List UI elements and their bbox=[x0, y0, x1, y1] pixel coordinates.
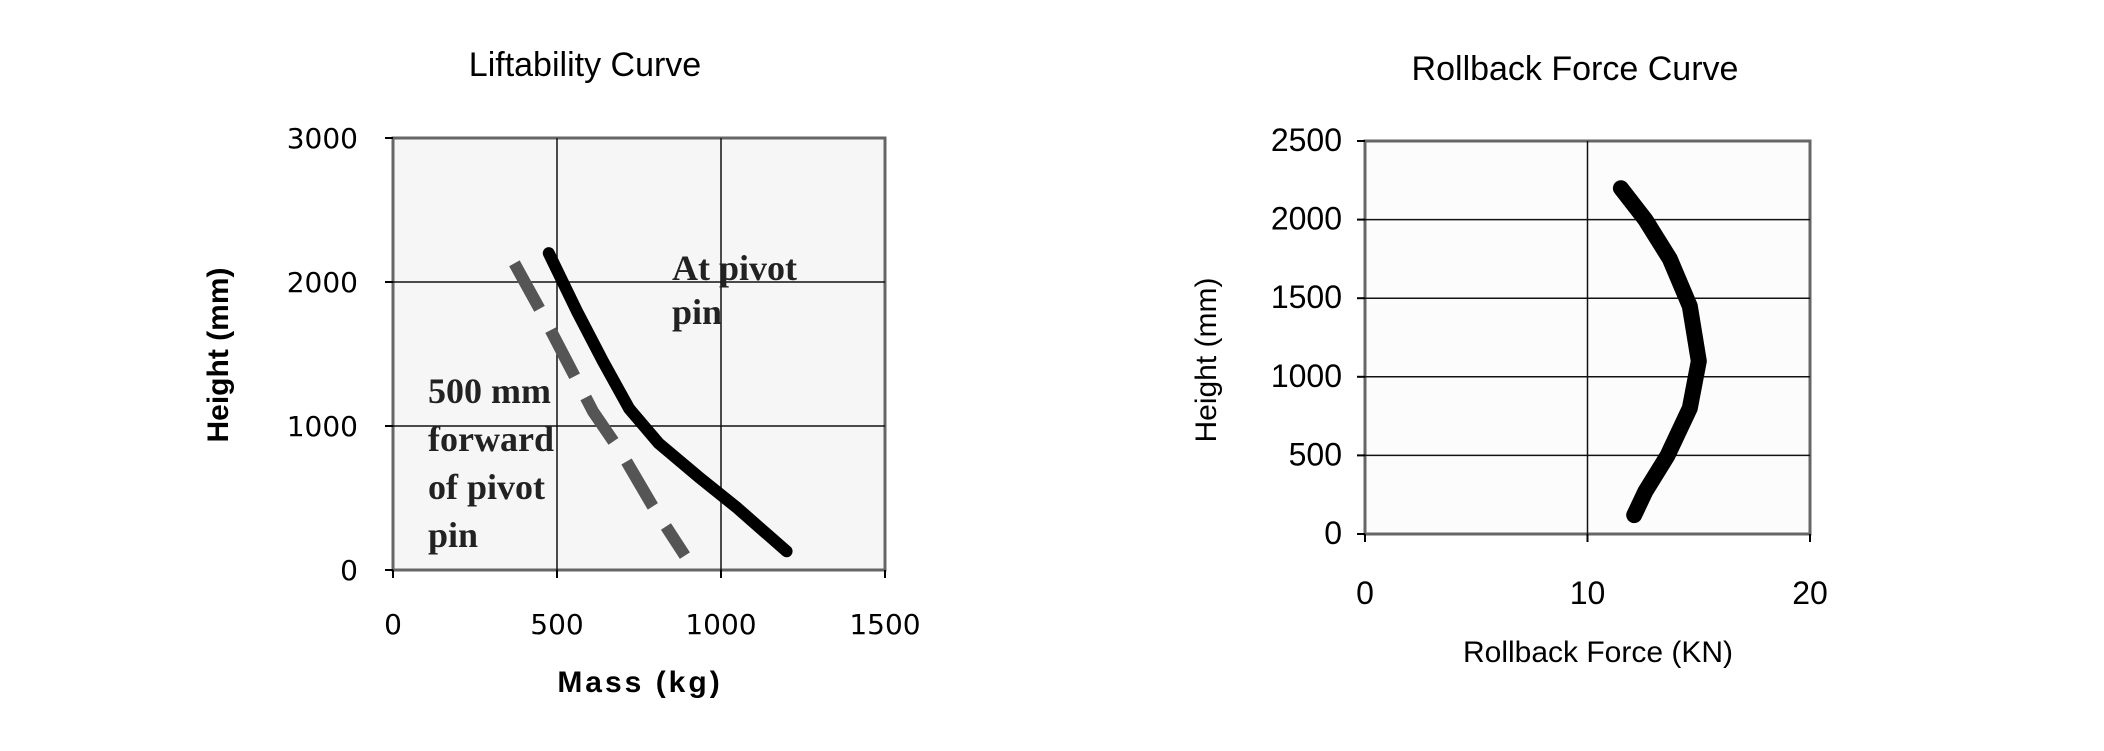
y-tick-label: 0 bbox=[1324, 515, 1342, 551]
annotation-label: pin bbox=[672, 292, 722, 332]
y-tick-label: 1500 bbox=[1271, 279, 1342, 315]
x-tick-label: 1000 bbox=[685, 608, 756, 641]
chart-1: 0 1000 2000 3000 0 500 1000 1500 Liftability Cur… bbox=[202, 46, 921, 699]
chart-title: Liftability Curve bbox=[469, 46, 701, 84]
annotation-label: of pivot bbox=[428, 467, 545, 507]
annotation-label: forward bbox=[428, 419, 554, 459]
x-tick-label: 20 bbox=[1792, 575, 1828, 611]
y-axis-label: Height (mm) bbox=[202, 268, 235, 443]
y-tick-label: 2000 bbox=[287, 266, 358, 299]
series-line-1 bbox=[542, 247, 793, 558]
series-line-1 bbox=[1612, 180, 1707, 524]
y-tick-label: 0 bbox=[340, 554, 358, 587]
chart-title: Rollback Force Curve bbox=[1412, 50, 1739, 88]
y-tick-label: 500 bbox=[1289, 436, 1342, 472]
annotation-label: At pivot bbox=[672, 248, 797, 288]
x-tick-label: 0 bbox=[1356, 575, 1374, 611]
x-axis-label: Rollback Force (KN) bbox=[1463, 636, 1733, 669]
y-tick-label: 2500 bbox=[1271, 122, 1342, 158]
annotation-label: pin bbox=[428, 515, 478, 555]
y-axis-label: Height (mm) bbox=[1190, 277, 1223, 442]
annotation-label: 500 mm bbox=[428, 371, 551, 411]
y-tick-label: 1000 bbox=[287, 410, 358, 443]
y-tick-label: 2000 bbox=[1271, 201, 1342, 237]
x-tick-label: 10 bbox=[1570, 575, 1606, 611]
y-tick-label: 1000 bbox=[1271, 358, 1342, 394]
series-line-2 bbox=[509, 260, 690, 559]
y-tick-label: 3000 bbox=[287, 122, 358, 155]
x-tick-label: 0 bbox=[384, 608, 402, 641]
x-axis-label: Mass (kg) bbox=[557, 666, 722, 699]
chart-2: 0 500 1000 1500 2000 2500 0 10 20 Rollback Force … bbox=[1190, 50, 1828, 669]
x-tick-label: 500 bbox=[530, 608, 583, 641]
plot-area bbox=[391, 136, 887, 572]
x-tick-label: 1500 bbox=[849, 608, 920, 641]
